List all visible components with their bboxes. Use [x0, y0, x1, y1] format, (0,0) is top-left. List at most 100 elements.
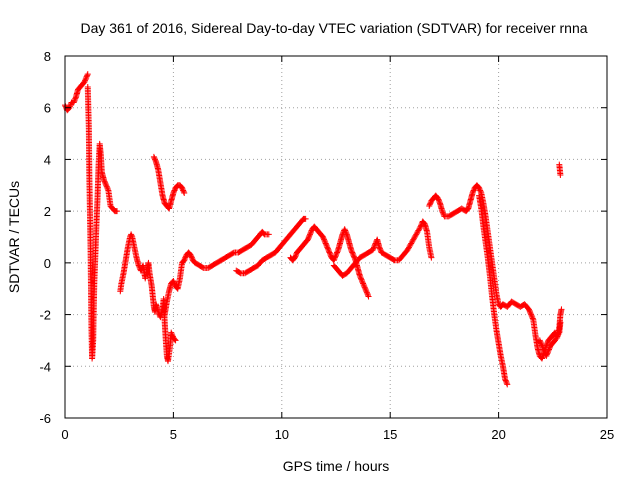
data-point	[302, 215, 309, 222]
data-point	[365, 293, 372, 300]
data-point	[71, 98, 78, 105]
data-point	[503, 378, 510, 385]
data-point	[341, 226, 348, 233]
data-point	[502, 376, 509, 383]
data-point	[323, 241, 330, 248]
data-point	[321, 237, 328, 244]
data-point	[332, 253, 339, 260]
data-point	[323, 243, 330, 250]
data-points	[62, 71, 565, 388]
y-tick-label: 6	[44, 101, 51, 116]
data-point	[363, 289, 370, 296]
data-point	[199, 264, 206, 271]
data-point	[308, 228, 315, 235]
y-tick-label: 8	[44, 49, 51, 64]
data-point	[170, 277, 177, 284]
data-point	[72, 95, 79, 102]
data-point	[306, 232, 313, 239]
data-point	[188, 254, 195, 261]
data-point	[170, 190, 177, 197]
x-tick-label: 25	[600, 427, 614, 442]
data-point	[181, 255, 188, 262]
data-point	[265, 231, 272, 238]
x-tick-label: 15	[383, 427, 397, 442]
data-point	[348, 246, 355, 253]
data-point	[361, 283, 368, 290]
data-point	[304, 236, 311, 243]
data-point	[71, 96, 78, 103]
data-point	[405, 245, 412, 252]
data-point	[179, 184, 186, 191]
plot-frame	[64, 55, 608, 419]
data-point	[405, 244, 412, 251]
data-point	[331, 255, 338, 262]
data-point	[476, 186, 483, 193]
data-point	[439, 209, 446, 216]
data-point	[528, 312, 535, 319]
data-point	[334, 249, 341, 256]
data-point	[171, 280, 178, 287]
data-point	[413, 230, 420, 237]
data-point	[544, 340, 551, 347]
data-point	[361, 284, 368, 291]
data-point	[168, 330, 175, 337]
data-point	[528, 311, 535, 318]
data-point	[66, 103, 73, 110]
data-point	[343, 230, 350, 237]
data-point	[525, 306, 532, 313]
data-point	[527, 310, 534, 317]
data-point	[350, 252, 357, 259]
x-axis-label: GPS time / hours	[283, 458, 390, 474]
data-point	[538, 342, 545, 349]
data-point	[537, 340, 544, 347]
data-point	[408, 240, 415, 247]
data-point	[172, 337, 179, 344]
data-point	[357, 274, 364, 281]
data-point	[436, 199, 443, 206]
data-point	[411, 235, 418, 242]
data-point	[546, 345, 553, 352]
data-point	[554, 332, 561, 339]
data-point	[180, 188, 187, 195]
data-point	[557, 171, 564, 178]
data-point	[435, 196, 442, 203]
data-point	[526, 307, 533, 314]
data-point	[551, 337, 558, 344]
data-point	[557, 319, 564, 326]
data-point	[539, 343, 546, 350]
data-point	[413, 231, 420, 238]
data-point	[411, 234, 418, 240]
data-point	[81, 78, 88, 85]
data-point	[348, 248, 355, 255]
data-point	[360, 280, 367, 287]
chart-title: Day 361 of 2016, Sidereal Day-to-day VTE…	[80, 20, 587, 36]
data-point	[292, 253, 299, 260]
data-point	[305, 234, 312, 240]
data-point	[324, 244, 331, 251]
data-point	[82, 76, 89, 83]
data-point	[529, 314, 536, 321]
data-point	[359, 277, 366, 284]
data-point	[390, 256, 397, 263]
data-point	[376, 244, 383, 251]
data-point	[179, 186, 186, 193]
axis-ticks: 0 5 10 15 20 25 -6 -4 -2 0 2 4 6 8	[39, 49, 614, 442]
data-point	[181, 190, 188, 197]
data-point	[408, 239, 415, 246]
data-point	[82, 77, 89, 84]
data-point	[416, 224, 423, 231]
data-point	[170, 188, 177, 195]
data-point	[169, 332, 176, 339]
data-point	[545, 347, 552, 354]
data-point	[83, 73, 90, 80]
data-point	[104, 184, 111, 191]
data-point	[543, 351, 550, 358]
data-point	[150, 153, 157, 160]
data-point	[412, 232, 419, 239]
data-point	[540, 345, 547, 352]
data-point	[362, 285, 369, 292]
data-point	[414, 228, 421, 235]
data-point	[171, 336, 178, 343]
data-point	[370, 245, 377, 252]
data-point	[236, 269, 243, 276]
